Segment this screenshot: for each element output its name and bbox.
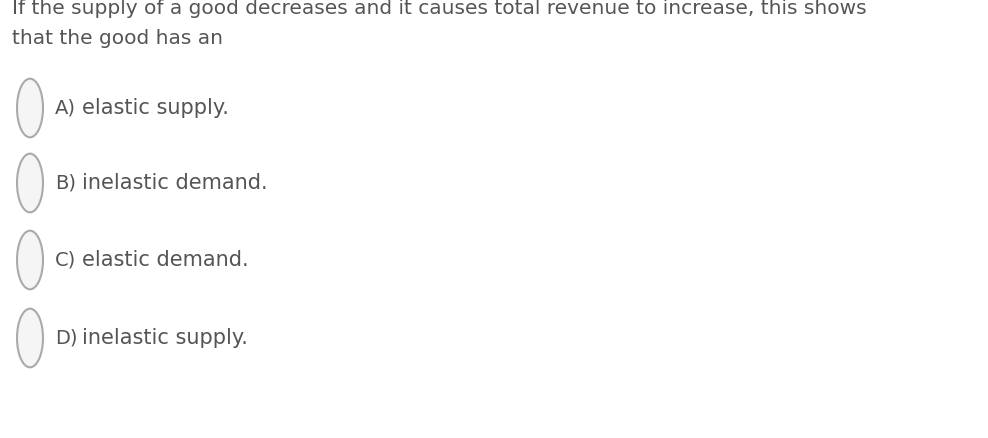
Text: A): A) bbox=[55, 99, 76, 117]
Text: C): C) bbox=[55, 251, 76, 269]
Text: inelastic supply.: inelastic supply. bbox=[82, 328, 248, 348]
Text: elastic supply.: elastic supply. bbox=[82, 98, 229, 118]
Ellipse shape bbox=[17, 309, 43, 367]
Text: B): B) bbox=[55, 173, 76, 192]
Text: D): D) bbox=[55, 328, 77, 347]
Ellipse shape bbox=[17, 79, 43, 138]
Ellipse shape bbox=[17, 231, 43, 290]
Text: that the good has an: that the good has an bbox=[12, 29, 223, 48]
Text: inelastic demand.: inelastic demand. bbox=[82, 173, 268, 193]
Ellipse shape bbox=[17, 154, 43, 212]
Text: If the supply of a good decreases and it causes total revenue to increase, this : If the supply of a good decreases and it… bbox=[12, 0, 866, 18]
Text: elastic demand.: elastic demand. bbox=[82, 250, 249, 270]
